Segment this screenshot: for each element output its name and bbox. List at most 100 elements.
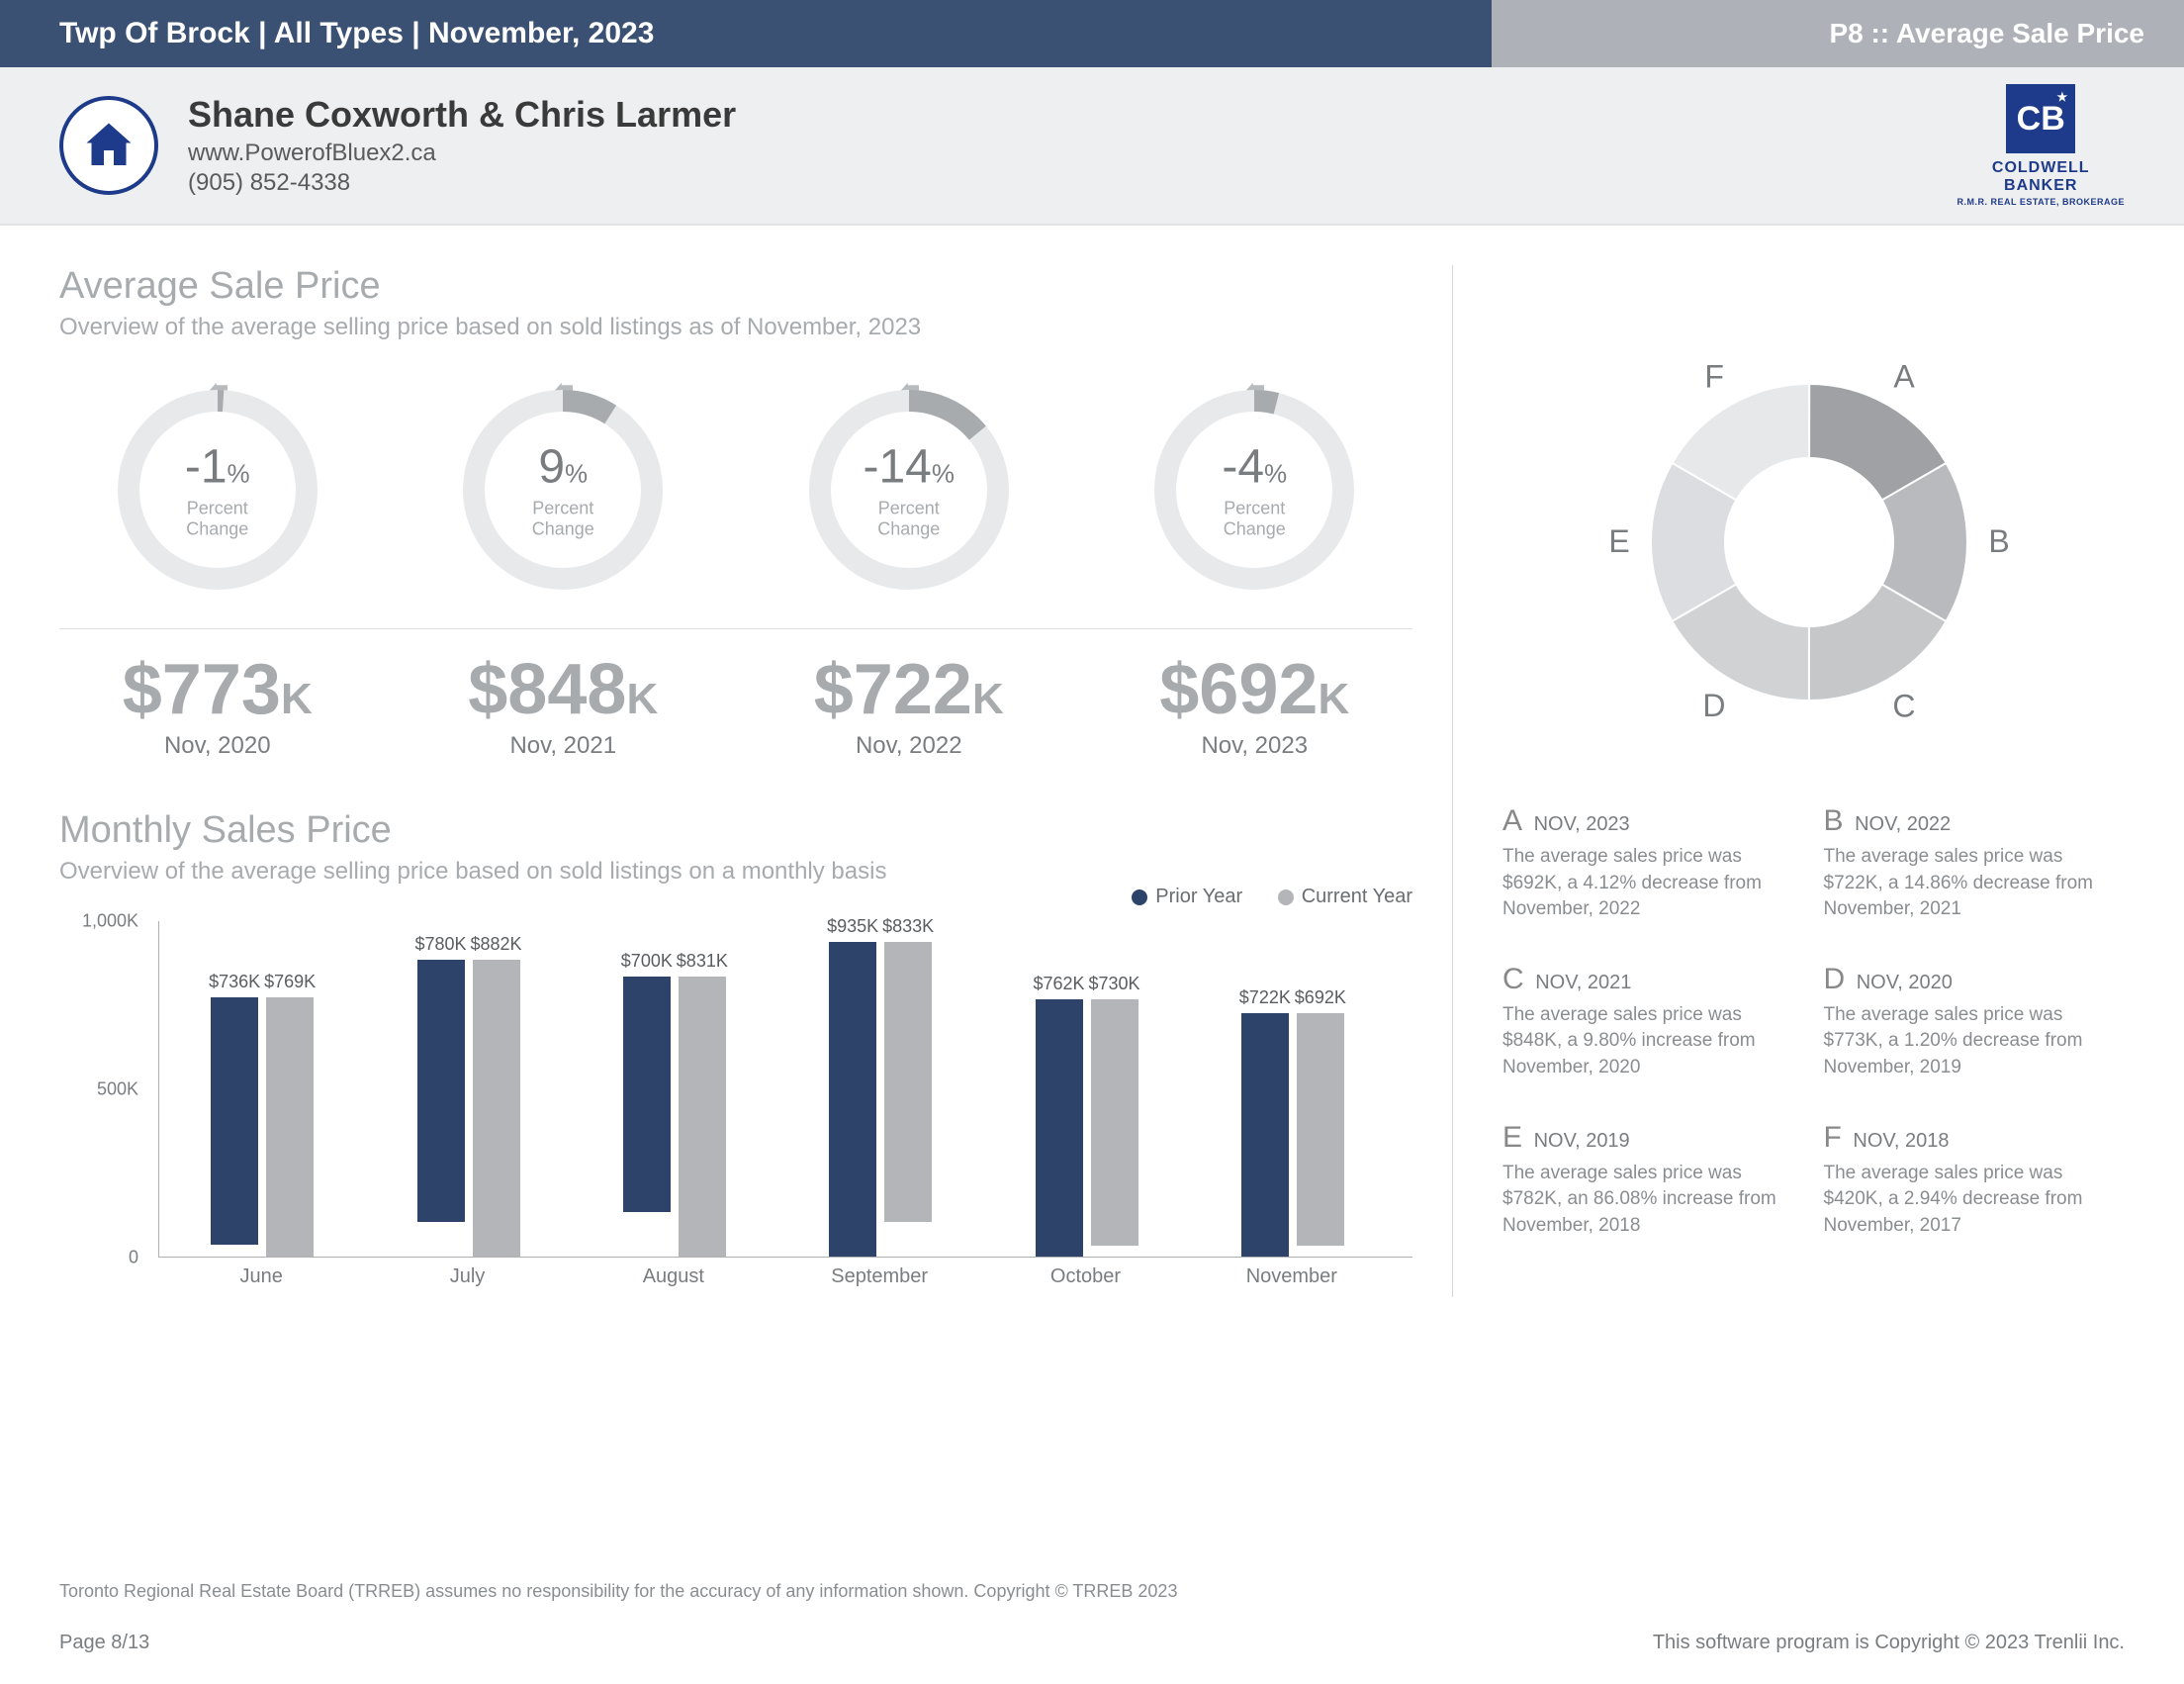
donut-label-A: A	[1893, 359, 1915, 395]
year-label: Nov, 2023	[1097, 732, 1413, 760]
legend-head: E NOV, 2019	[1502, 1121, 1794, 1155]
bar-prior: $935K	[829, 942, 876, 1257]
footer-copyright: This software program is Copyright © 202…	[1653, 1632, 2125, 1654]
x-label: October	[1050, 1265, 1121, 1288]
footer-page: Page 8/13	[59, 1632, 149, 1654]
legend-body: The average sales price was $692K, a 4.1…	[1502, 844, 1794, 923]
brand-logo: CB★ COLDWELL BANKER R.M.R. REAL ESTATE, …	[1956, 84, 2125, 207]
gauge-value: 9%	[508, 440, 617, 495]
agent-name: Shane Coxworth & Chris Larmer	[188, 94, 1956, 136]
gauge-label: Percent Change	[508, 499, 617, 540]
header-bar: Twp Of Brock | All Types | November, 202…	[0, 0, 2184, 67]
bar-label-current: $882K	[470, 934, 521, 955]
y-tick: 500K	[97, 1078, 138, 1099]
brand-logo-icon: CB★	[2006, 84, 2075, 153]
bar-group-3: $935K $833K	[826, 942, 935, 1257]
bar-label-current: $692K	[1295, 987, 1346, 1008]
bar-prior: $700K	[623, 977, 671, 1212]
donut-legend-F: F NOV, 2018 The average sales price was …	[1824, 1121, 2116, 1240]
header-title-left: Twp Of Brock | All Types | November, 202…	[0, 0, 1492, 67]
legend-body: The average sales price was $782K, an 86…	[1502, 1161, 1794, 1240]
bar-group-0: $736K $769K	[208, 997, 317, 1256]
year-value: $848K	[406, 649, 722, 730]
brand-main: COLDWELL	[1956, 159, 2125, 177]
brand-sub: BANKER	[1956, 177, 2125, 195]
legend-current: Current Year	[1278, 886, 1412, 908]
legend-body: The average sales price was $848K, a 9.8…	[1502, 1002, 1794, 1081]
gauge-0: -1% Percent Change	[59, 381, 376, 599]
year-card-1: $848K Nov, 2021	[406, 649, 722, 760]
gauge-value: -4%	[1200, 440, 1309, 495]
bar-group-2: $700K $831K	[620, 977, 729, 1257]
section1-subtitle: Overview of the average selling price ba…	[59, 314, 1412, 341]
bar-chart: 1,000K500K0 $736K $769K $780K $882K $700…	[59, 921, 1412, 1297]
x-label: July	[450, 1265, 486, 1288]
gauge-value: -1%	[163, 440, 272, 495]
donut-legend-D: D NOV, 2020 The average sales price was …	[1824, 963, 2116, 1081]
right-column: ABCDEF A NOV, 2023 The average sales pri…	[1452, 265, 2125, 1297]
legend-body: The average sales price was $773K, a 1.2…	[1824, 1002, 2116, 1081]
agent-website: www.PowerofBluex2.ca	[188, 140, 1956, 167]
x-label: November	[1246, 1265, 1337, 1288]
donut-legend-E: E NOV, 2019 The average sales price was …	[1502, 1121, 1794, 1240]
x-label: August	[643, 1265, 704, 1288]
gauge-value: -14%	[855, 440, 963, 495]
gauge-label: Percent Change	[1200, 499, 1309, 540]
gauge-row: -1% Percent Change 9% Percent Change	[59, 381, 1412, 629]
bar-current: $833K	[884, 942, 932, 1222]
bar-label-prior: $935K	[827, 916, 878, 937]
section2-title: Monthly Sales Price	[59, 809, 1412, 852]
bar-label-current: $730K	[1088, 974, 1139, 994]
year-row: $773K Nov, 2020 $848K Nov, 2021 $722K No…	[59, 649, 1412, 760]
year-card-0: $773K Nov, 2020	[59, 649, 376, 760]
gauge-label: Percent Change	[855, 499, 963, 540]
legend-body: The average sales price was $722K, a 14.…	[1824, 844, 2116, 923]
bar-prior: $722K	[1241, 1013, 1289, 1256]
donut-label-E: E	[1608, 523, 1629, 559]
main-content: Average Sale Price Overview of the avera…	[0, 226, 2184, 1297]
section2-subtitle: Overview of the average selling price ba…	[59, 858, 1412, 886]
agent-phone: (905) 852-4338	[188, 169, 1956, 197]
year-label: Nov, 2020	[59, 732, 376, 760]
year-card-2: $722K Nov, 2022	[751, 649, 1067, 760]
agent-bar: Shane Coxworth & Chris Larmer www.Powero…	[0, 67, 2184, 226]
legend-prior: Prior Year	[1132, 886, 1242, 908]
bar-group-1: $780K $882K	[414, 960, 523, 1257]
legend-head: C NOV, 2021	[1502, 963, 1794, 996]
year-label: Nov, 2022	[751, 732, 1067, 760]
donut-chart: ABCDEF	[1493, 265, 2125, 804]
section1-title: Average Sale Price	[59, 265, 1412, 308]
bar-current: $831K	[679, 977, 726, 1257]
bar-label-prior: $780K	[414, 934, 466, 955]
donut-label-B: B	[1988, 523, 2009, 559]
bar-prior: $780K	[417, 960, 465, 1222]
legend-head: D NOV, 2020	[1824, 963, 2116, 996]
footer-disclaimer: Toronto Regional Real Estate Board (TRRE…	[59, 1581, 2125, 1602]
legend-head: F NOV, 2018	[1824, 1121, 2116, 1155]
donut-legend-A: A NOV, 2023 The average sales price was …	[1502, 804, 1794, 923]
footer: Toronto Regional Real Estate Board (TRRE…	[59, 1581, 2125, 1654]
donut-legend-B: B NOV, 2022 The average sales price was …	[1824, 804, 2116, 923]
gauge-3: -4% Percent Change	[1097, 381, 1413, 599]
bar-label-prior: $722K	[1239, 987, 1291, 1008]
donut-label-D: D	[1702, 688, 1725, 723]
y-tick: 1,000K	[82, 910, 138, 931]
agent-logo-icon	[59, 96, 158, 195]
bar-label-current: $833K	[882, 916, 934, 937]
legend-head: A NOV, 2023	[1502, 804, 1794, 838]
bar-label-current: $831K	[677, 951, 728, 972]
bar-group-4: $762K $730K	[1033, 999, 1141, 1256]
year-label: Nov, 2021	[406, 732, 722, 760]
bar-label-current: $769K	[264, 972, 316, 992]
year-value: $722K	[751, 649, 1067, 730]
bar-current: $730K	[1091, 999, 1138, 1245]
legend-body: The average sales price was $420K, a 2.9…	[1824, 1161, 2116, 1240]
y-tick: 0	[129, 1247, 138, 1267]
year-card-3: $692K Nov, 2023	[1097, 649, 1413, 760]
donut-legend-C: C NOV, 2021 The average sales price was …	[1502, 963, 1794, 1081]
x-label: June	[239, 1265, 282, 1288]
legend-head: B NOV, 2022	[1824, 804, 2116, 838]
bar-label-prior: $762K	[1033, 974, 1084, 994]
bar-current: $882K	[473, 960, 520, 1257]
agent-info: Shane Coxworth & Chris Larmer www.Powero…	[188, 94, 1956, 197]
